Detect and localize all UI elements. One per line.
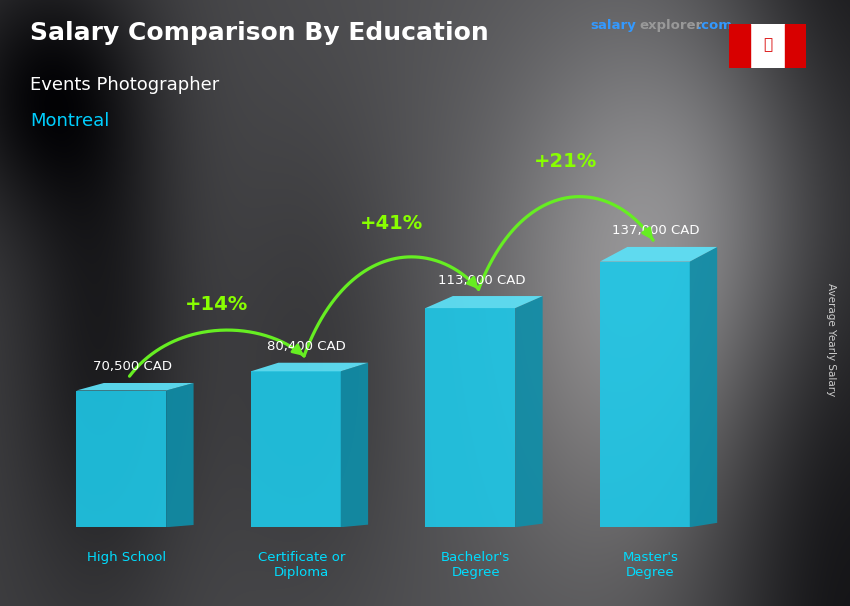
Text: 🍁: 🍁 xyxy=(763,38,772,53)
Polygon shape xyxy=(341,363,368,527)
Polygon shape xyxy=(515,296,542,527)
Text: 80,400 CAD: 80,400 CAD xyxy=(268,340,346,353)
Text: +21%: +21% xyxy=(534,152,598,170)
Text: Events Photographer: Events Photographer xyxy=(30,76,219,94)
Polygon shape xyxy=(600,262,689,527)
Polygon shape xyxy=(426,296,542,308)
Text: +14%: +14% xyxy=(185,295,248,313)
Text: Average Yearly Salary: Average Yearly Salary xyxy=(826,283,836,396)
Polygon shape xyxy=(600,247,717,262)
Polygon shape xyxy=(251,371,341,527)
Text: High School: High School xyxy=(88,551,167,564)
Polygon shape xyxy=(76,390,166,527)
Text: salary: salary xyxy=(591,19,637,32)
Text: 70,500 CAD: 70,500 CAD xyxy=(93,361,172,373)
Text: Master's
Degree: Master's Degree xyxy=(622,551,678,579)
Text: 113,000 CAD: 113,000 CAD xyxy=(438,273,525,287)
Polygon shape xyxy=(689,247,717,527)
Text: Certificate or
Diploma: Certificate or Diploma xyxy=(258,551,345,579)
Bar xyxy=(785,24,806,68)
Text: .com: .com xyxy=(697,19,733,32)
Text: Bachelor's
Degree: Bachelor's Degree xyxy=(441,551,511,579)
Text: Salary Comparison By Education: Salary Comparison By Education xyxy=(30,21,489,45)
Text: +41%: +41% xyxy=(360,215,423,233)
Polygon shape xyxy=(251,363,368,371)
Bar xyxy=(729,24,750,68)
Polygon shape xyxy=(426,308,515,527)
Text: explorer: explorer xyxy=(639,19,702,32)
Polygon shape xyxy=(76,383,194,390)
Polygon shape xyxy=(166,383,194,527)
Text: Montreal: Montreal xyxy=(30,112,109,130)
Text: 137,000 CAD: 137,000 CAD xyxy=(612,224,700,238)
